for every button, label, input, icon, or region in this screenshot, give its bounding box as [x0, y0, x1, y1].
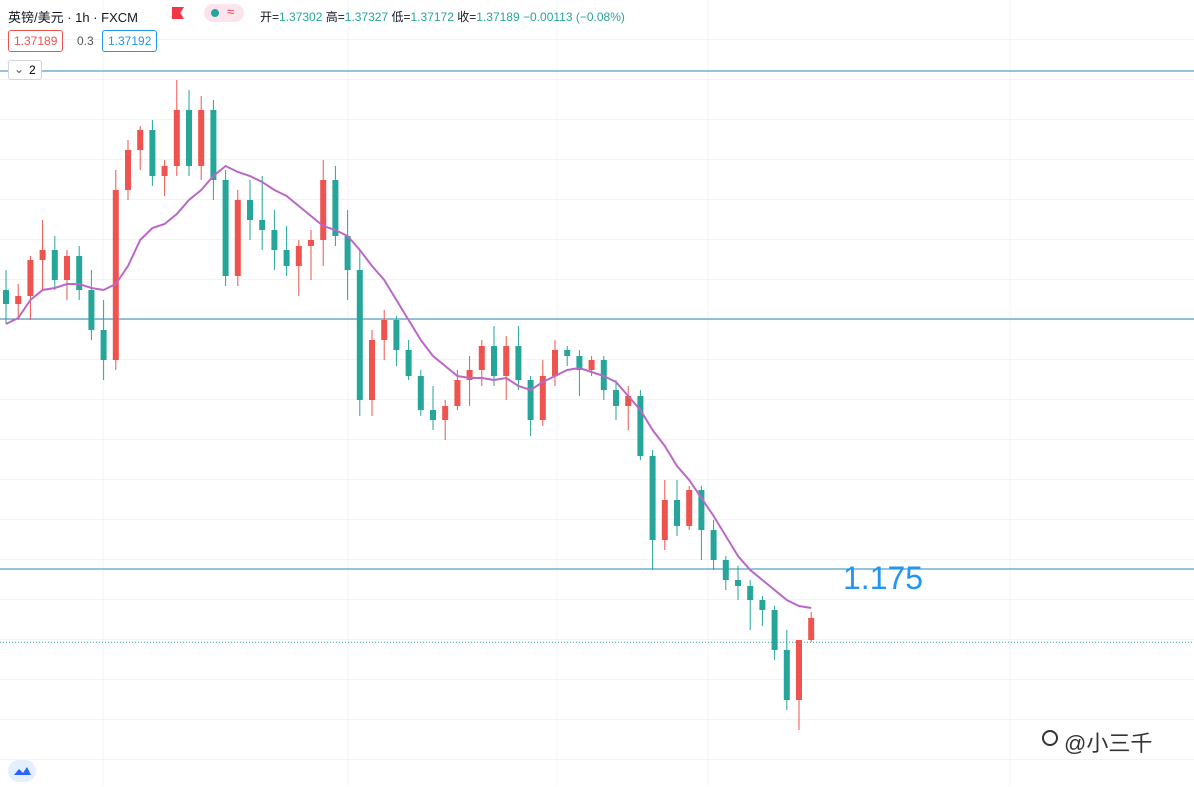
ohlc-value: 1.37189: [476, 10, 520, 24]
bid-box[interactable]: 1.37189: [8, 30, 64, 52]
candle-body: [674, 500, 680, 526]
candle-body: [100, 330, 107, 360]
candle-body: [247, 200, 253, 220]
ohlc-label: 高=: [325, 10, 345, 24]
change: −0.00113 (−0.08%): [523, 10, 625, 24]
candle-body: [771, 610, 778, 650]
candle-body: [576, 356, 583, 370]
candle-body: [3, 290, 9, 304]
candle-body: [15, 296, 22, 304]
ohlc-label: 低=: [391, 10, 411, 24]
candle-body: [649, 456, 656, 540]
candle-body: [466, 370, 473, 380]
candle-body: [234, 200, 241, 276]
candle-body: [198, 110, 205, 166]
candle-body: [588, 360, 595, 370]
candle-body: [478, 346, 485, 370]
candle-body: [64, 256, 70, 280]
candle-body: [722, 560, 729, 580]
candle-body: [491, 346, 497, 376]
candle-body: [295, 246, 302, 266]
ohlc-label: 收=: [457, 10, 477, 24]
ohlc-value: 1.37172: [410, 10, 454, 24]
ohlc-value: 1.37327: [344, 10, 389, 24]
candle-body: [698, 490, 705, 530]
candle-body: [552, 350, 558, 376]
candle-body: [161, 166, 168, 176]
candle-body: [539, 376, 546, 420]
candle-body: [137, 130, 144, 150]
candle-body: [27, 260, 34, 296]
candle-body: [369, 340, 375, 400]
candle-body: [51, 250, 58, 280]
candle-body: [173, 110, 180, 166]
candle-body: [356, 270, 363, 400]
candle-body: [503, 346, 510, 376]
candle-body: [39, 250, 46, 260]
watermark-icon: [1042, 730, 1058, 746]
moving-average: [5, 164, 812, 609]
candle-body: [381, 320, 388, 340]
ask-box[interactable]: 1.37192: [102, 30, 158, 52]
flag-icon[interactable]: [172, 7, 184, 19]
candle-body: [625, 396, 632, 406]
status-pill[interactable]: ≈: [204, 4, 244, 22]
annotation: 1.175: [843, 560, 923, 596]
ohlc-label: 开=: [260, 10, 280, 24]
candle-body: [88, 290, 95, 330]
candle-body: [308, 240, 314, 246]
candle-body: [417, 376, 424, 410]
candle-body: [796, 640, 802, 700]
candle-body: [430, 410, 436, 420]
candle-body: [259, 220, 266, 230]
candle-body: [564, 350, 571, 356]
candle-body: [112, 190, 119, 360]
candle-body: [222, 180, 229, 276]
candle-body: [149, 130, 156, 176]
candle-body: [808, 618, 815, 640]
symbol: 英镑/美元 · 1h · FXCM: [8, 10, 139, 25]
candle-body: [271, 230, 278, 250]
candle-body: [210, 110, 217, 180]
candle-body: [613, 390, 619, 406]
collapse-button[interactable]: ⌄ 2: [8, 60, 42, 80]
candle-body: [710, 530, 717, 560]
candle-body: [759, 600, 766, 610]
logo[interactable]: [8, 760, 36, 782]
candle-body: [747, 586, 754, 600]
ohlc-value: 1.37302: [279, 10, 323, 24]
candle-body: [125, 150, 131, 190]
candle-body: [442, 406, 449, 420]
candle-body: [186, 110, 192, 166]
candle-body: [283, 250, 290, 266]
candle-body: [320, 180, 327, 240]
candle-body: [783, 650, 790, 700]
candle-body: [735, 580, 741, 586]
candle-body: [454, 380, 461, 406]
candle-body: [686, 490, 693, 526]
candle-body: [405, 350, 412, 376]
candle-body: [393, 320, 400, 350]
watermark: @小三千: [1064, 731, 1153, 756]
candle-body: [661, 500, 668, 540]
candle-body: [527, 380, 534, 420]
candle-body: [637, 396, 644, 456]
candle-body: [344, 236, 351, 270]
candle-body: [332, 180, 339, 236]
ohlc-legend: 开=1.37302 高=1.37327 低=1.37172 收=1.37189 …: [260, 8, 625, 25]
spread: 0.3: [77, 34, 94, 48]
candle-body: [515, 346, 522, 380]
candle-body: [76, 256, 83, 290]
collapse-count: 2: [29, 63, 36, 77]
